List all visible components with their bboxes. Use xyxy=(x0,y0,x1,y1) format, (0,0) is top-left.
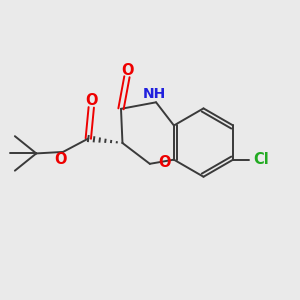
Text: O: O xyxy=(54,152,67,167)
Text: NH: NH xyxy=(143,87,166,101)
Text: Cl: Cl xyxy=(253,152,269,167)
Text: O: O xyxy=(158,155,171,170)
Text: O: O xyxy=(85,93,98,108)
Text: O: O xyxy=(122,63,134,78)
